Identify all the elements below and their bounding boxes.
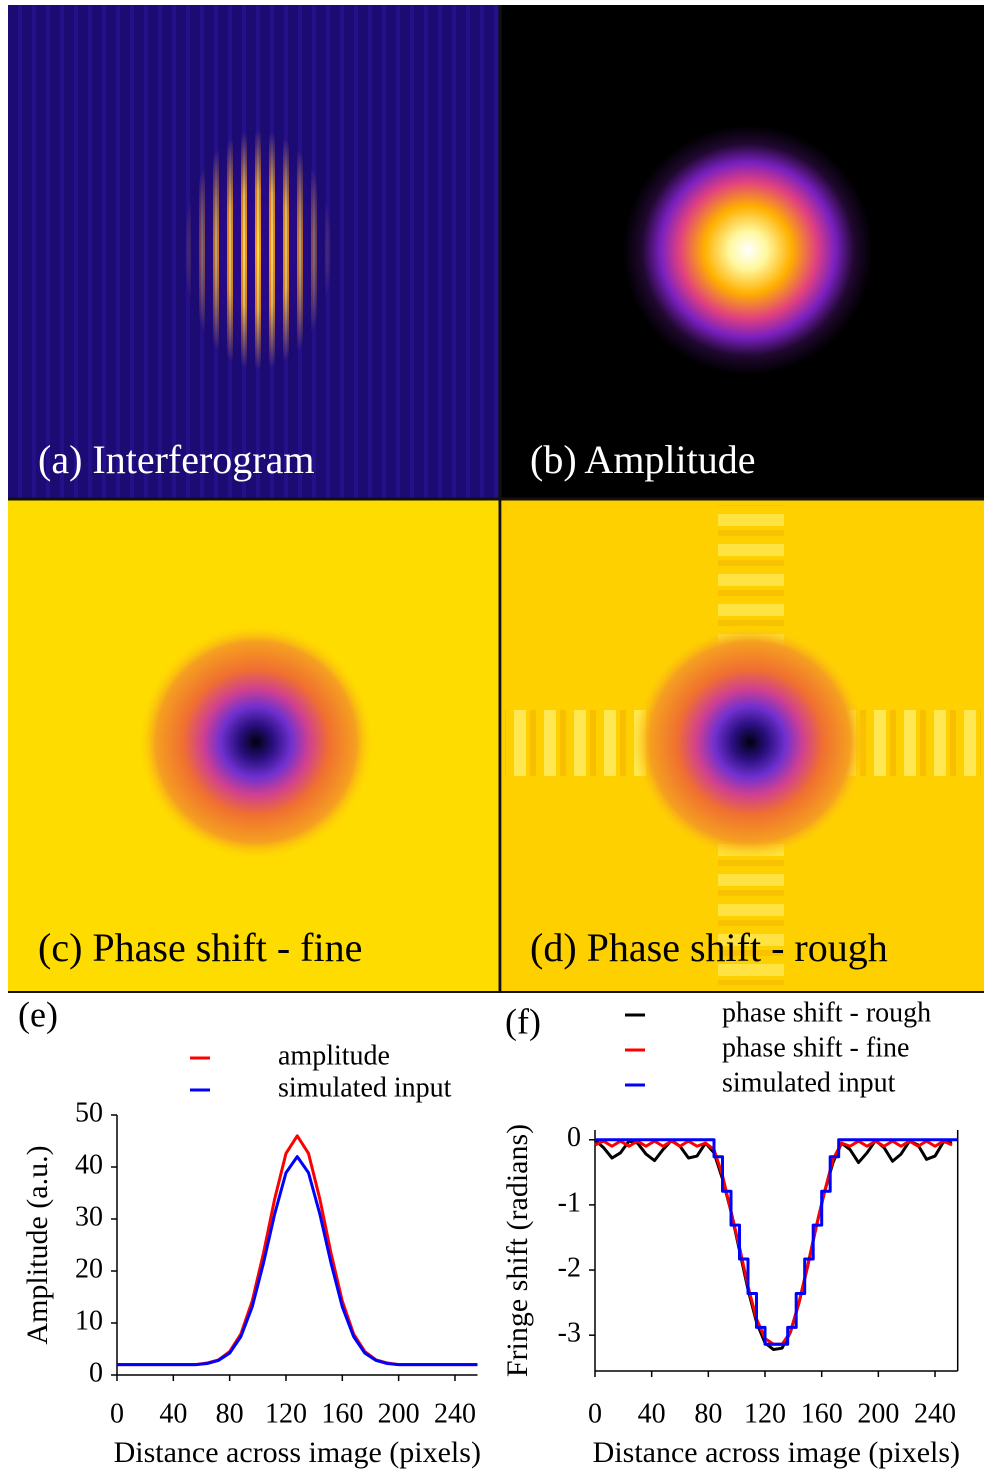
x-axis-label: Distance across image (pixels) bbox=[593, 1436, 960, 1469]
x-tick-label: 240 bbox=[434, 1398, 476, 1429]
panel-label: (d) Phase shift - rough bbox=[530, 925, 888, 970]
y-axis-label: Amplitude (a.u.) bbox=[21, 1145, 54, 1344]
panel-images bbox=[8, 5, 984, 993]
chart-title: (e) bbox=[18, 994, 58, 1034]
legend-label: amplitude bbox=[278, 1040, 390, 1071]
y-tick-label: 30 bbox=[75, 1201, 103, 1232]
y-tick-label: -3 bbox=[558, 1318, 581, 1349]
fringes bbox=[8, 5, 500, 498]
x-tick-label: 160 bbox=[321, 1398, 363, 1429]
x-tick-label: 120 bbox=[744, 1398, 786, 1429]
legend-label: phase shift - rough bbox=[722, 997, 931, 1028]
series-line bbox=[117, 1155, 478, 1367]
phase-fine-spot bbox=[138, 624, 374, 860]
chart-title: (f) bbox=[505, 1001, 541, 1041]
x-tick-label: 120 bbox=[265, 1398, 307, 1429]
series-line bbox=[593, 1138, 953, 1352]
amplitude-spot bbox=[623, 125, 873, 375]
legend-label: phase shift - fine bbox=[722, 1032, 909, 1063]
x-tick-label: 0 bbox=[588, 1398, 602, 1429]
y-tick-label: -2 bbox=[558, 1252, 581, 1283]
y-tick-label: 50 bbox=[75, 1097, 103, 1128]
y-tick-label: 0 bbox=[567, 1122, 581, 1153]
legend-label: simulated input bbox=[278, 1072, 452, 1103]
series-line bbox=[595, 1138, 958, 1346]
x-tick-label: 80 bbox=[216, 1398, 244, 1429]
y-tick-label: 20 bbox=[75, 1253, 103, 1284]
panel-label: (c) Phase shift - fine bbox=[38, 925, 362, 970]
legend-label: simulated input bbox=[722, 1067, 896, 1098]
x-tick-label: 160 bbox=[801, 1398, 843, 1429]
x-tick-label: 40 bbox=[638, 1398, 666, 1429]
x-tick-label: 200 bbox=[857, 1398, 899, 1429]
y-tick-label: 40 bbox=[75, 1149, 103, 1180]
x-tick-label: 200 bbox=[378, 1398, 420, 1429]
series-line bbox=[594, 1139, 953, 1346]
x-tick-label: 40 bbox=[159, 1398, 187, 1429]
y-axis-label: Fringe shift (radians) bbox=[501, 1124, 534, 1377]
x-tick-label: 240 bbox=[914, 1398, 956, 1429]
phase-rough-spot bbox=[632, 624, 868, 860]
y-tick-label: 10 bbox=[75, 1305, 103, 1336]
x-axis-label: Distance across image (pixels) bbox=[114, 1436, 481, 1469]
y-tick-label: -1 bbox=[558, 1187, 581, 1218]
x-tick-label: 0 bbox=[110, 1398, 124, 1429]
y-tick-label: 0 bbox=[89, 1357, 103, 1388]
series-line bbox=[117, 1134, 478, 1367]
x-tick-label: 80 bbox=[694, 1398, 722, 1429]
panel-label: (b) Amplitude bbox=[530, 437, 756, 482]
panel-label: (a) Interferogram bbox=[38, 437, 314, 482]
